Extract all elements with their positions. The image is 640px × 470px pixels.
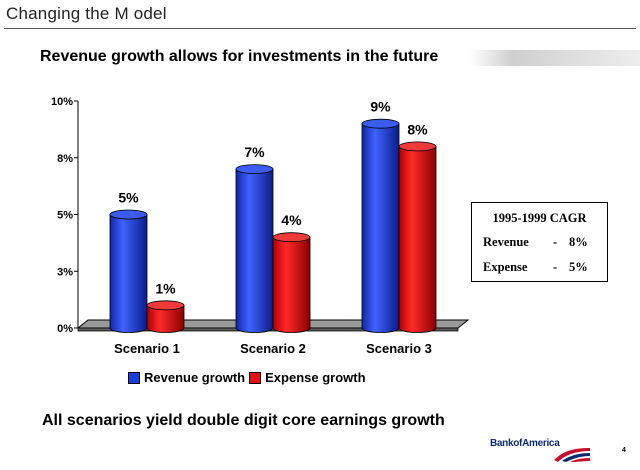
flag-icon (554, 448, 590, 462)
y-tick-label: 3% (57, 266, 73, 278)
y-tick-label: 10% (51, 96, 73, 108)
cagr-value: 5% (569, 260, 588, 274)
cagr-box: 1995-1999 CAGR Revenue - 8% Expense - 5% (471, 202, 608, 282)
y-tick-label: 5% (57, 210, 73, 222)
data-label: 8% (407, 121, 428, 137)
cagr-row-revenue: Revenue - 8% (483, 235, 599, 251)
legend-item-revenue: Revenue growth (128, 370, 245, 385)
slide-title: Changing the M odel (6, 4, 167, 23)
bar (398, 146, 437, 333)
bank-logo: BankofAmerica (490, 438, 600, 466)
headline-fade-bar (470, 50, 640, 66)
bar (235, 168, 274, 333)
bar-top (361, 118, 400, 129)
bar (146, 304, 185, 333)
bar-top (272, 232, 311, 243)
legend-label: Revenue growth (144, 370, 246, 385)
footer-statement: All scenarios yield double digit core ea… (42, 412, 445, 429)
data-label: 4% (281, 212, 302, 228)
cagr-dash: - (553, 260, 558, 274)
bar-top (398, 141, 437, 152)
cagr-label: Expense (483, 260, 528, 274)
cagr-value: 8% (569, 235, 588, 249)
y-tick-label: 0% (57, 323, 73, 335)
bar (272, 236, 311, 333)
chart-headline: Revenue growth allows for investments in… (40, 48, 439, 65)
legend-swatch-expense (249, 371, 262, 384)
x-tick-label: Scenario 2 (240, 341, 306, 356)
data-label: 7% (244, 144, 265, 160)
logo-wordmark: BankofAmerica (490, 438, 560, 449)
cagr-row-expense: Expense - 5% (483, 260, 599, 276)
bar (361, 123, 400, 333)
data-label: 9% (370, 99, 391, 115)
page-number: 4 (622, 447, 626, 454)
data-label: 1% (155, 280, 176, 296)
cagr-label: Revenue (483, 235, 529, 249)
legend-label: Expense growth (265, 370, 366, 385)
chart-labels: 5% 1% Scenario 1 7% 4% Scenario 2 9% 8% Scenario… (114, 99, 432, 356)
legend-item-expense: Expense growth (249, 370, 366, 385)
title-divider (4, 28, 636, 29)
cagr-title: 1995-1999 CAGR (492, 211, 587, 225)
bar-top (109, 209, 148, 220)
bar-top (235, 164, 274, 175)
bar (109, 214, 148, 333)
data-label: 5% (118, 190, 139, 206)
x-tick-label: Scenario 1 (114, 341, 180, 356)
x-tick-label: Scenario 3 (366, 341, 432, 356)
chart-bars (109, 118, 437, 333)
cagr-dash: - (553, 235, 558, 249)
bar-top (146, 300, 185, 311)
legend-swatch-revenue (128, 371, 140, 384)
y-axis: 0% 3% 5% 8% 10% (51, 96, 79, 335)
y-tick-label: 8% (57, 153, 73, 165)
chart-legend: Revenue growth Expense growth (128, 370, 370, 385)
